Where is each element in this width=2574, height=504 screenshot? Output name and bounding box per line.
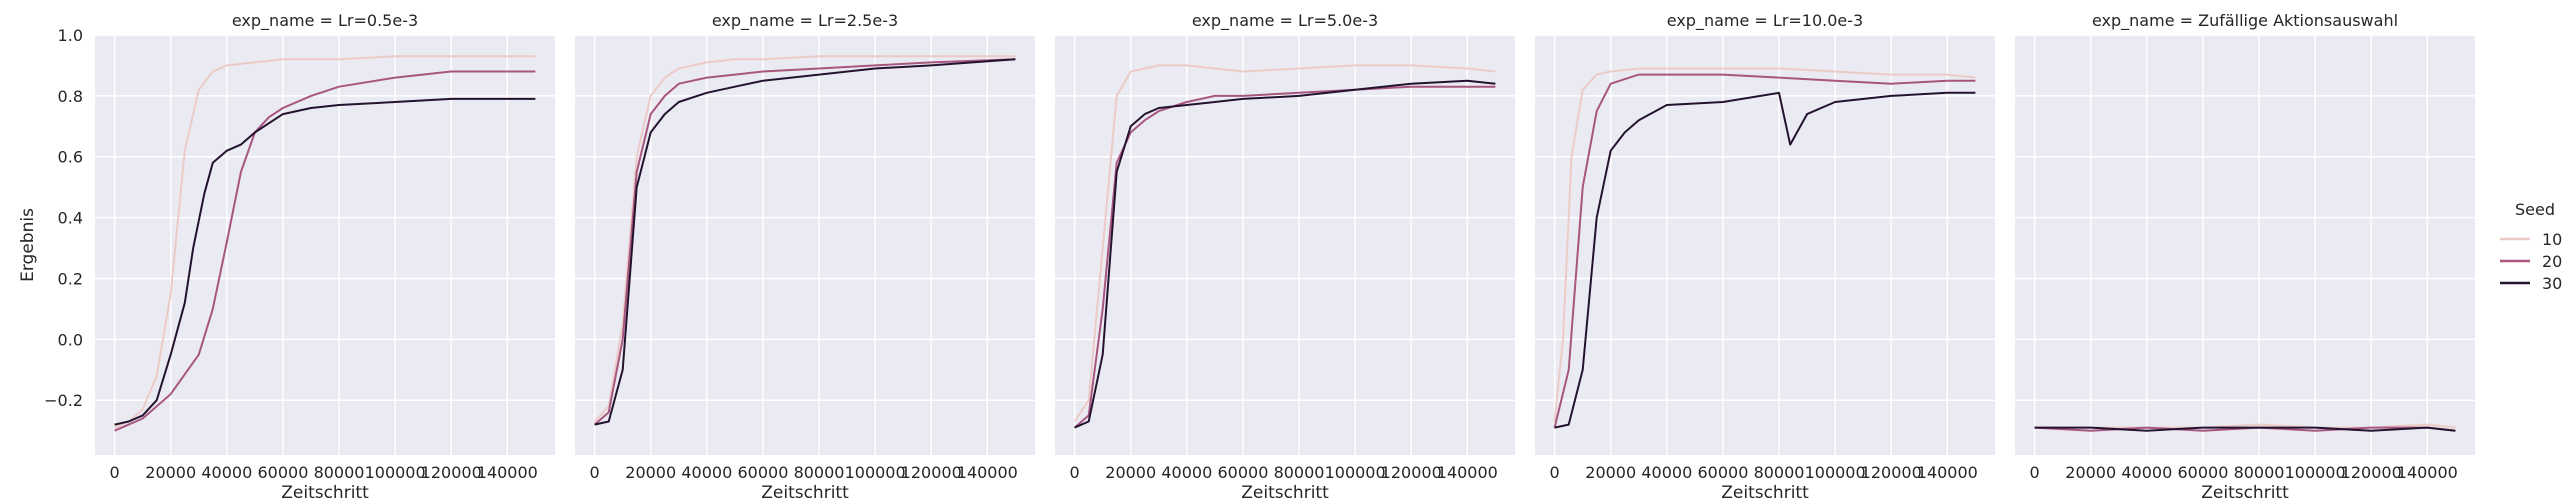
- x-tick-label: 60000: [1217, 463, 1268, 482]
- x-tick-label: 40000: [1161, 463, 1212, 482]
- x-tick-label: 20000: [145, 463, 196, 482]
- x-axis-label: Zeitschritt: [2201, 483, 2289, 500]
- y-tick-label: 0.8: [58, 87, 83, 106]
- x-tick-label: 80000: [794, 463, 845, 482]
- series-line-seed-10: [2034, 423, 2456, 429]
- y-tick-label: 0.0: [58, 330, 83, 349]
- panel-background: [1535, 35, 1995, 455]
- x-tick-label: 80000: [1274, 463, 1325, 482]
- x-tick-label: 100000: [365, 463, 426, 482]
- x-tick-label: 140000: [2397, 463, 2458, 482]
- panel-title: exp_name = Lr=0.5e-3: [232, 11, 418, 31]
- panel-background: [575, 35, 1035, 455]
- series-line-seed-10: [1553, 67, 1976, 422]
- series-line-seed-30: [114, 97, 536, 426]
- x-tick-label: 80000: [1754, 463, 1805, 482]
- series-line-seed-30: [1554, 91, 1976, 429]
- x-tick-label: 140000: [477, 463, 538, 482]
- x-tick-label: 120000: [421, 463, 482, 482]
- x-tick-label: 60000: [2177, 463, 2228, 482]
- x-tick-label: 120000: [1861, 463, 1922, 482]
- x-tick-label: 0: [1550, 463, 1560, 482]
- series-line-seed-20: [1073, 85, 1496, 429]
- x-tick-label: 120000: [901, 463, 962, 482]
- x-tick-label: 0: [110, 463, 120, 482]
- x-tick-label: 80000: [2234, 463, 2285, 482]
- series-line-seed-10: [114, 55, 536, 429]
- x-tick-label: 120000: [1381, 463, 1442, 482]
- series-line-seed-20: [593, 58, 1016, 426]
- y-tick-label: 0.2: [58, 269, 83, 288]
- series-line-seed-30: [594, 58, 1016, 426]
- panel-title: exp_name = Lr=2.5e-3: [712, 11, 898, 31]
- x-tick-label: 140000: [1437, 463, 1498, 482]
- x-tick-label: 0: [1070, 463, 1080, 482]
- x-tick-label: 20000: [1585, 463, 1636, 482]
- series-line-seed-20: [1553, 73, 1976, 428]
- panel-title: exp_name = Lr=10.0e-3: [1667, 11, 1863, 31]
- x-tick-label: 20000: [2065, 463, 2116, 482]
- legend-label-seed-30: 30: [2542, 274, 2562, 293]
- series-line-seed-10: [1073, 64, 1496, 423]
- x-tick-label: 100000: [845, 463, 906, 482]
- x-tick-label: 60000: [1697, 463, 1748, 482]
- x-tick-label: 60000: [737, 463, 788, 482]
- y-tick-label: 1.0: [58, 26, 83, 45]
- x-tick-label: 20000: [1105, 463, 1156, 482]
- x-tick-label: 40000: [201, 463, 252, 482]
- x-tick-label: 60000: [257, 463, 308, 482]
- x-tick-label: 120000: [2341, 463, 2402, 482]
- x-tick-label: 100000: [1325, 463, 1386, 482]
- panel-title: exp_name = Zufällige Aktionsauswahl: [2092, 11, 2398, 31]
- panel-background: [95, 35, 555, 455]
- series-line-seed-30: [2034, 426, 2456, 432]
- panel-background: [1055, 35, 1515, 455]
- x-tick-label: 140000: [1917, 463, 1978, 482]
- x-tick-label: 0: [590, 463, 600, 482]
- y-axis-label: Ergebnis: [18, 208, 38, 282]
- x-tick-label: 100000: [1805, 463, 1866, 482]
- x-tick-label: 40000: [681, 463, 732, 482]
- x-axis-label: Zeitschritt: [761, 483, 849, 500]
- x-tick-label: 20000: [625, 463, 676, 482]
- panel-title: exp_name = Lr=5.0e-3: [1192, 11, 1378, 31]
- legend-label-seed-20: 20: [2542, 252, 2562, 271]
- y-tick-label: −0.2: [44, 391, 83, 410]
- series-line-seed-10: [593, 55, 1016, 423]
- x-tick-label: 80000: [314, 463, 365, 482]
- panel-background: [2015, 35, 2475, 455]
- x-axis-label: Zeitschritt: [281, 483, 369, 500]
- series-line-seed-30: [1074, 79, 1496, 429]
- legend-title: Seed: [2515, 200, 2555, 219]
- x-tick-label: 140000: [957, 463, 1018, 482]
- y-tick-label: 0.6: [58, 148, 83, 167]
- x-tick-label: 0: [2030, 463, 2040, 482]
- x-axis-label: Zeitschritt: [1241, 483, 1329, 500]
- x-axis-label: Zeitschritt: [1721, 483, 1809, 500]
- legend-label-seed-10: 10: [2542, 230, 2562, 249]
- x-tick-label: 40000: [1641, 463, 1692, 482]
- y-tick-label: 0.4: [58, 209, 83, 228]
- x-tick-label: 100000: [2285, 463, 2346, 482]
- x-tick-label: 40000: [2121, 463, 2172, 482]
